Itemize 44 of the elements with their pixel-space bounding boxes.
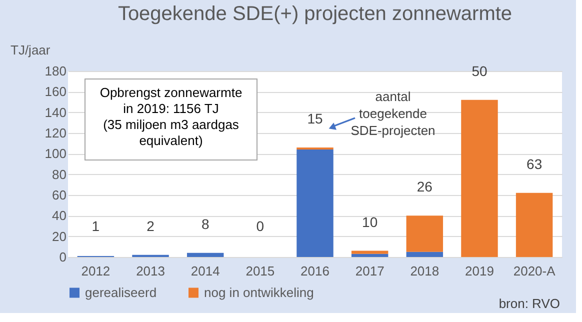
y-tick-label: 100 bbox=[44, 146, 66, 162]
annotation: 0 bbox=[256, 218, 264, 234]
x-tick-label: 2018 bbox=[410, 264, 440, 278]
y-tick-label: 80 bbox=[52, 166, 66, 182]
annotation: 10 bbox=[362, 214, 378, 230]
legend-label: gerealiseerd bbox=[85, 284, 157, 300]
annotation: 26 bbox=[416, 178, 433, 195]
annotation: 15 bbox=[307, 110, 323, 126]
bar bbox=[406, 216, 444, 252]
bar bbox=[351, 250, 388, 254]
y-tick-label: 140 bbox=[44, 104, 66, 120]
y-tick-label: 120 bbox=[44, 126, 66, 140]
x-tick-label: 2015 bbox=[246, 264, 275, 278]
y-tick-label: 20 bbox=[52, 228, 66, 244]
x-tick-label: 2012 bbox=[81, 264, 110, 278]
x-tick-label: 2020-A bbox=[513, 264, 556, 278]
bar bbox=[461, 100, 498, 257]
y-tick-label: 40 bbox=[52, 208, 66, 224]
y-axis-title: TJ/jaar bbox=[10, 42, 51, 58]
chart-title: Toegekende SDE(+) projecten zonnewarmte bbox=[118, 3, 512, 25]
annotation: 1 bbox=[92, 218, 100, 234]
y-tick-label: 180 bbox=[44, 64, 66, 78]
x-tick-label: 2013 bbox=[136, 264, 165, 278]
bar bbox=[296, 150, 334, 257]
bar bbox=[406, 252, 444, 257]
x-tick-label: 2019 bbox=[465, 264, 494, 278]
y-tick-label: 0 bbox=[59, 250, 66, 264]
y-tick-label: 60 bbox=[52, 188, 66, 202]
bar bbox=[516, 192, 553, 257]
annotation: 8 bbox=[201, 216, 210, 232]
annotation: aantal toegekende SDE-projecten bbox=[350, 89, 436, 138]
bar bbox=[351, 254, 388, 257]
annotation: 2 bbox=[146, 218, 155, 234]
y-tick-label: 160 bbox=[44, 84, 66, 100]
bar bbox=[186, 252, 224, 257]
x-tick-label: 2014 bbox=[190, 264, 220, 278]
text: bron: RVO bbox=[498, 296, 560, 311]
annotation: 63 bbox=[526, 156, 542, 172]
x-tick-label: 2017 bbox=[355, 264, 384, 278]
annotation: 50 bbox=[472, 62, 488, 79]
x-tick-label: 2016 bbox=[300, 264, 330, 278]
bar bbox=[296, 147, 334, 150]
legend-label: nog in ontwikkeling bbox=[204, 284, 314, 300]
annotation: Opbrengst zonnewarmte in 2019: 1156 TJ (35 miljoen m3 aardgas equivalent) bbox=[100, 85, 242, 148]
